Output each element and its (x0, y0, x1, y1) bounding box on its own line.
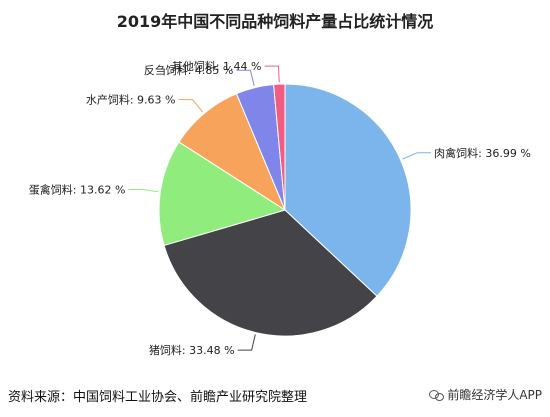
pie-slice (178, 93, 287, 212)
data-label: 水产饲料: 9.63 % (86, 93, 176, 107)
pie-slice (163, 209, 378, 337)
leader-line (402, 152, 432, 160)
chart-title: 2019年中国不同品种饲料产量占比统计情况 (116, 12, 434, 31)
pie-slice (273, 83, 286, 211)
pie-slice (284, 83, 412, 297)
data-label: 猪饲料: 33.48 % (149, 343, 235, 357)
watermark-text: 前瞻经济学人APP (447, 388, 542, 402)
data-label: 其他饲料: 1.44 % (172, 59, 262, 73)
watermark: 前瞻经济学人APP (429, 386, 542, 403)
pie-slice (158, 141, 287, 247)
leader-line (237, 334, 256, 351)
data-label: 肉禽饲料: 36.99 % (434, 146, 531, 160)
leader-line (178, 99, 204, 113)
leader-line (236, 69, 255, 86)
data-label: 蛋禽饲料: 13.62 % (29, 183, 126, 197)
data-label: 反刍饲料: 4.85 % (144, 63, 234, 77)
wechat-icon (429, 389, 445, 401)
leader-line (264, 65, 280, 83)
leader-line (128, 189, 159, 193)
source-note: 资料来源：中国饲料工业协会、前瞻产业研究院整理 (8, 390, 308, 405)
